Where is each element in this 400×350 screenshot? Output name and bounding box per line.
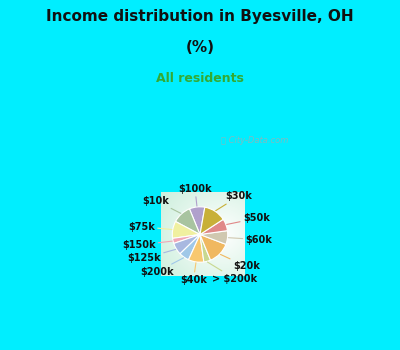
Text: ⓘ City-Data.com: ⓘ City-Data.com <box>221 136 288 145</box>
Text: $50k: $50k <box>227 214 270 224</box>
Text: $10k: $10k <box>142 196 181 213</box>
Text: $75k: $75k <box>128 222 172 232</box>
Text: $40k: $40k <box>180 263 207 285</box>
Text: $20k: $20k <box>220 254 260 271</box>
Text: $150k: $150k <box>122 240 172 250</box>
Wedge shape <box>188 234 204 262</box>
Wedge shape <box>174 234 200 254</box>
Wedge shape <box>200 231 228 244</box>
Wedge shape <box>190 207 205 235</box>
Wedge shape <box>200 207 223 234</box>
Text: > $200k: > $200k <box>208 262 257 284</box>
Text: $30k: $30k <box>216 191 252 211</box>
Text: (%): (%) <box>186 40 214 55</box>
Wedge shape <box>172 234 200 244</box>
Wedge shape <box>200 234 226 260</box>
Wedge shape <box>176 209 200 234</box>
Text: $200k: $200k <box>140 258 184 277</box>
Wedge shape <box>200 219 228 234</box>
Text: Income distribution in Byesville, OH: Income distribution in Byesville, OH <box>46 9 354 24</box>
Wedge shape <box>200 234 210 262</box>
Text: All residents: All residents <box>156 72 244 85</box>
Text: $60k: $60k <box>228 234 272 245</box>
Wedge shape <box>180 234 200 260</box>
Wedge shape <box>172 222 200 238</box>
Text: $125k: $125k <box>127 250 176 263</box>
Text: $100k: $100k <box>178 184 212 206</box>
